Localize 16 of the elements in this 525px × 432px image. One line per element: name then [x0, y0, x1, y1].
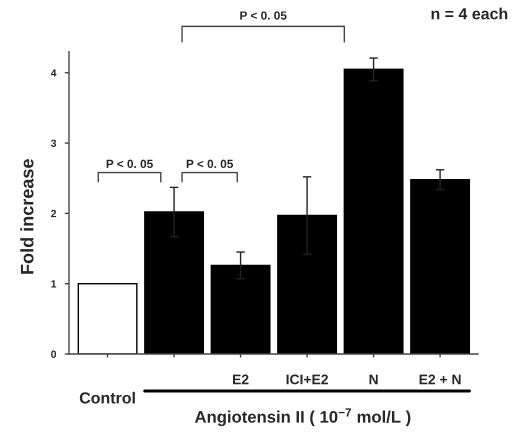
x-tick-label: Control	[80, 392, 135, 404]
y-tick-label: 4	[50, 69, 56, 77]
x-tick-label: E2	[233, 374, 249, 384]
y-axis-title: Fold increase	[20, 159, 34, 274]
y-tick-label: 3	[50, 140, 56, 147]
annotation: P < 0. 05	[106, 160, 153, 168]
x-tick-label: N	[370, 374, 378, 384]
y-tick-label: 1	[51, 280, 56, 288]
y-tick-label: 0	[51, 350, 56, 358]
x-tick-label: ICI+E2	[286, 374, 328, 384]
annotation: P < 0. 05	[186, 160, 234, 168]
x-axis-title: Angiotensin II ( 10$^{−7}$ mol/L )	[194, 408, 410, 426]
y-tick-label: 2	[51, 210, 56, 218]
x-tick-label: E2 + N	[420, 374, 461, 384]
text: P < 0. 05	[240, 11, 287, 20]
text: n = 4 each	[432, 8, 508, 20]
